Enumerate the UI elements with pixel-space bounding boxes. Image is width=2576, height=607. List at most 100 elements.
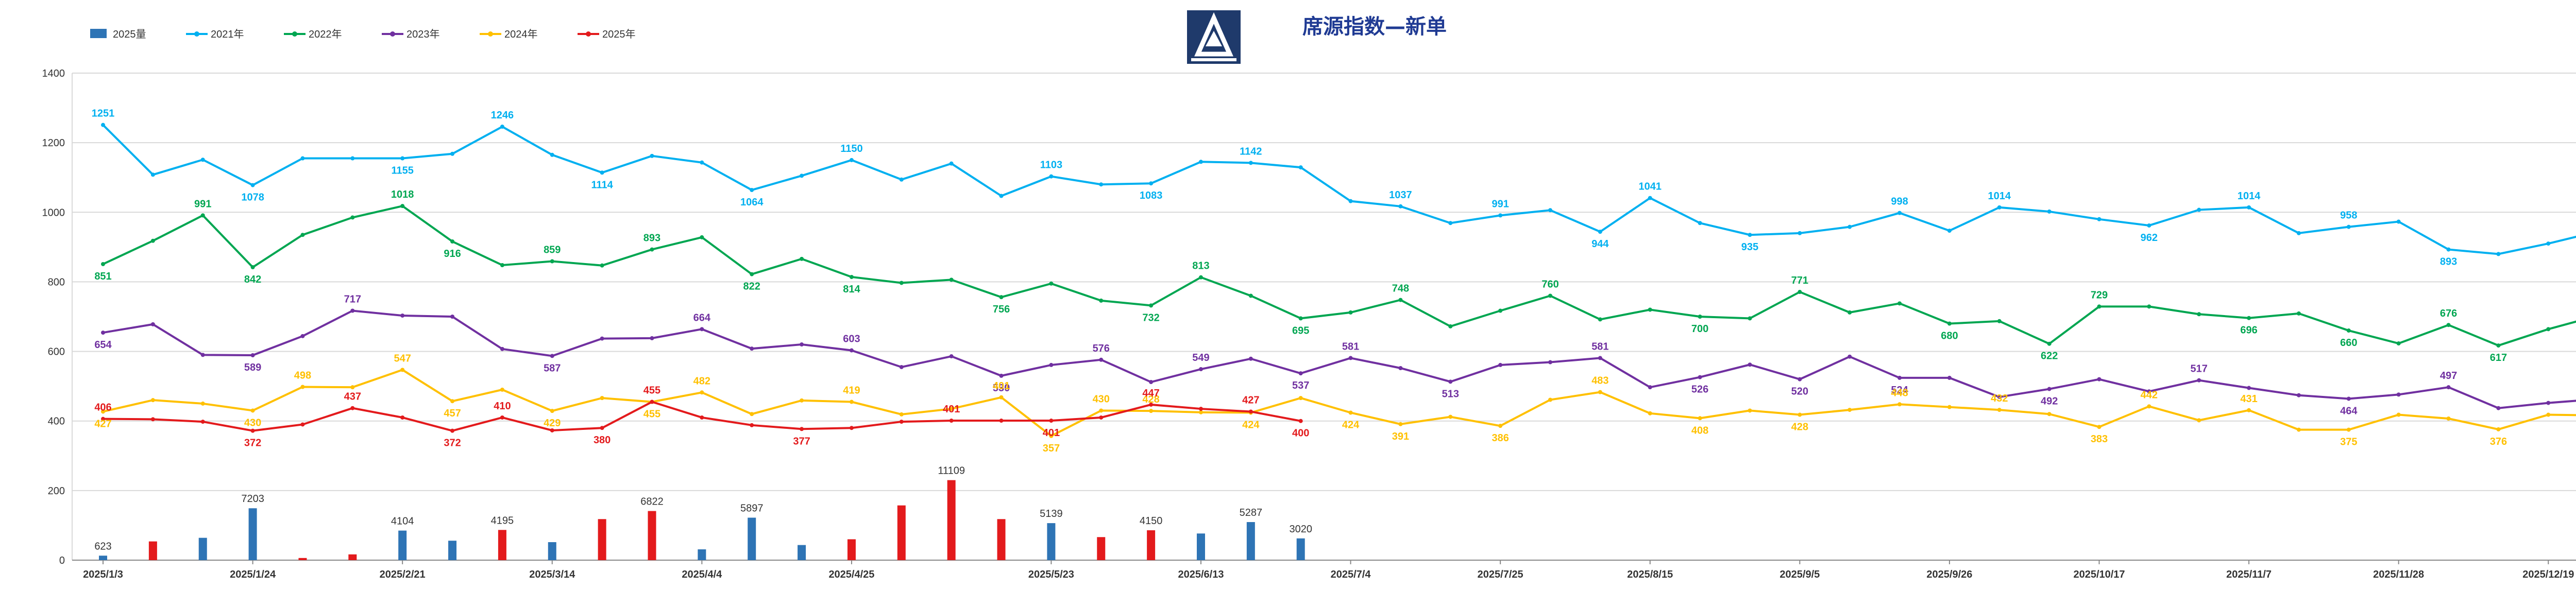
- point-y2023: [1848, 354, 1852, 359]
- point-y2021: [1897, 211, 1902, 215]
- point-y2023: [1897, 375, 1902, 380]
- y-tick-label: 0: [59, 555, 65, 566]
- data-label-y2021: 1083: [1140, 190, 1163, 201]
- bar-value-label: 5287: [1240, 507, 1263, 518]
- point-y2022: [1897, 301, 1902, 306]
- x-tick-label: 2025/6/13: [1178, 569, 1224, 580]
- data-label-y2025: 437: [344, 391, 361, 403]
- bar: [1147, 530, 1156, 560]
- point-y2021: [1099, 182, 1104, 187]
- data-label-y2024: 391: [1392, 431, 1409, 442]
- x-tick-label: 2025/7/4: [1331, 569, 1371, 580]
- data-label-y2023: 497: [2440, 370, 2457, 381]
- point-y2024: [1848, 408, 1852, 412]
- data-label-y2024: 483: [1591, 375, 1608, 387]
- point-y2025: [1149, 402, 1154, 407]
- point-y2023: [2446, 385, 2451, 390]
- point-y2023: [800, 342, 804, 347]
- point-y2021: [1548, 208, 1553, 213]
- point-y2023: [2047, 387, 2052, 391]
- data-label-y2021: 1078: [241, 192, 264, 203]
- data-label-y2022: 700: [1691, 323, 1708, 335]
- point-y2025: [150, 417, 155, 422]
- point-y2022: [1947, 321, 1952, 326]
- point-y2022: [2296, 311, 2301, 316]
- point-y2024: [1398, 422, 1403, 426]
- point-y2024: [600, 396, 604, 401]
- data-label-y2021: 1150: [840, 143, 862, 154]
- data-label-y2023: 603: [843, 334, 860, 345]
- point-y2022: [1049, 281, 1054, 286]
- point-y2023: [1448, 379, 1453, 384]
- data-label-y2022: 822: [743, 281, 760, 292]
- point-y2022: [1348, 310, 1353, 315]
- point-y2025: [1099, 415, 1104, 420]
- point-y2022: [1298, 316, 1303, 321]
- point-y2021: [150, 172, 155, 177]
- point-y2021: [550, 152, 554, 157]
- data-label-y2022: 859: [544, 245, 561, 256]
- data-label-y2023: 520: [1791, 386, 1808, 397]
- data-label-y2024: 430: [244, 417, 261, 428]
- point-y2021: [650, 153, 654, 158]
- data-label-y2022: 814: [843, 284, 860, 295]
- point-y2021: [2346, 224, 2351, 229]
- point-y2023: [600, 336, 604, 341]
- point-y2024: [1897, 402, 1902, 407]
- data-label-y2023: 517: [2191, 363, 2208, 375]
- point-y2024: [1149, 409, 1154, 413]
- data-label-y2022: 991: [194, 198, 211, 210]
- x-tick-label: 2025/10/17: [2073, 569, 2125, 580]
- point-y2025: [200, 420, 205, 424]
- data-label-y2025: 401: [1043, 427, 1060, 439]
- point-y2023: [2496, 406, 2501, 410]
- point-y2022: [200, 213, 205, 218]
- point-y2025: [800, 427, 804, 431]
- point-y2023: [550, 354, 554, 358]
- data-label-y2023: 581: [1342, 341, 1359, 352]
- point-y2024: [350, 385, 355, 390]
- point-y2022: [2396, 341, 2401, 346]
- point-y2023: [2147, 389, 2151, 394]
- point-y2025: [1248, 409, 1253, 414]
- chart-title: 席源指数—新单: [1302, 15, 1447, 39]
- bar: [1196, 533, 1205, 560]
- point-y2024: [1298, 396, 1303, 401]
- point-y2024: [2097, 425, 2102, 429]
- data-label-y2021: 1155: [391, 165, 413, 177]
- data-label-y2023: 549: [1192, 352, 1209, 363]
- x-tick-label: 2025/12/19: [2522, 569, 2574, 580]
- data-label-y2021: 1103: [1040, 160, 1062, 171]
- point-y2023: [500, 346, 504, 351]
- point-y2021: [1149, 181, 1154, 186]
- point-y2022: [2346, 328, 2351, 333]
- point-y2023: [1548, 360, 1553, 365]
- point-y2021: [2546, 241, 2551, 246]
- data-label-y2021: 1251: [92, 108, 115, 119]
- point-y2023: [1348, 356, 1353, 360]
- point-y2023: [1748, 362, 1752, 367]
- point-y2021: [2097, 217, 2102, 221]
- point-y2024: [450, 399, 455, 404]
- series-line-y2022: [103, 204, 2576, 347]
- point-y2021: [1997, 205, 2002, 210]
- bar: [698, 549, 706, 560]
- legend-label: 2021年: [211, 28, 244, 40]
- point-y2025: [101, 417, 105, 421]
- point-y2021: [1049, 174, 1054, 179]
- point-y2024: [2496, 427, 2501, 431]
- point-y2022: [2097, 304, 2102, 309]
- legend-label: 2024年: [504, 28, 538, 40]
- point-y2023: [2197, 378, 2201, 383]
- point-y2024: [2047, 412, 2052, 417]
- point-y2023: [949, 354, 954, 359]
- point-y2023: [999, 373, 1004, 378]
- bar-value-label: 5897: [740, 503, 764, 514]
- point-y2022: [1598, 317, 1602, 322]
- point-y2025: [300, 422, 305, 427]
- point-y2025: [1298, 419, 1303, 423]
- point-y2024: [101, 409, 105, 414]
- point-y2023: [1099, 357, 1104, 362]
- bar-value-label: 4150: [1140, 515, 1163, 527]
- point-y2024: [700, 390, 704, 395]
